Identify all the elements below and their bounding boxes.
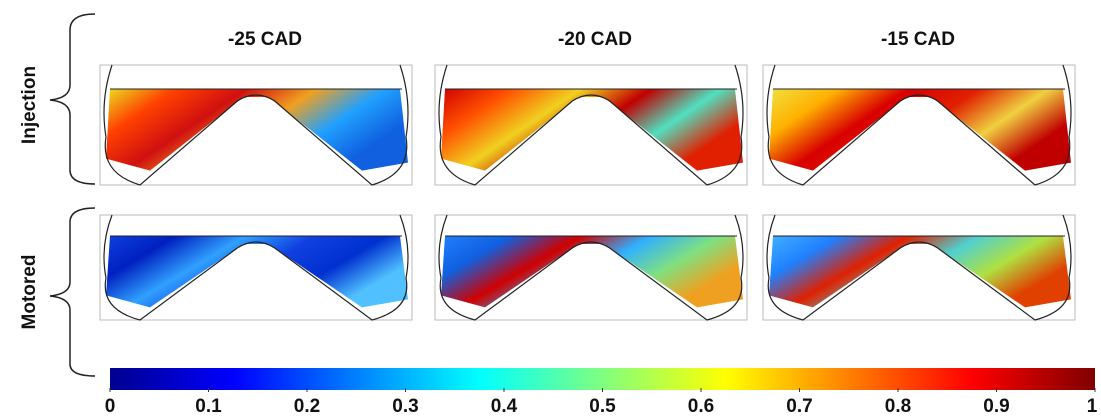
row-label: Motored — [19, 255, 40, 330]
colorbar-tick-label: 0.4 — [491, 396, 518, 417]
panel-frame — [99, 64, 413, 186]
bowl-outline — [103, 214, 409, 321]
colorbar-tick-label: 0.6 — [688, 396, 714, 417]
field — [441, 236, 743, 308]
colorbar-tick-label: 0.2 — [294, 396, 320, 417]
column-title: -20 CAD — [558, 29, 632, 50]
panel — [762, 64, 1076, 186]
row-label: Injection — [19, 66, 40, 144]
panel-frame — [99, 214, 413, 321]
panel — [434, 64, 748, 186]
colorbar-tick-label: 0.3 — [392, 396, 418, 417]
panel-frame — [762, 64, 1076, 186]
field — [769, 236, 1071, 308]
panel-frame — [434, 64, 748, 186]
colorbar-tick-label: 0.5 — [589, 396, 616, 417]
panel — [99, 214, 413, 321]
bowl-outline — [438, 64, 744, 186]
bowl-outline — [766, 64, 1072, 186]
brace — [49, 13, 96, 185]
column-title: -25 CAD — [228, 29, 302, 50]
colorbar-tick-label: 0 — [105, 396, 116, 417]
panel-frame — [434, 214, 748, 321]
panel — [99, 64, 413, 186]
colorbar-tick-label: 1 — [1087, 396, 1098, 417]
panel — [762, 214, 1076, 321]
field — [106, 89, 408, 171]
column-title: -15 CAD — [881, 29, 955, 50]
panel — [434, 214, 748, 321]
panel-frame — [762, 214, 1076, 321]
bowl-outline — [438, 214, 744, 321]
colorbar-tick-label: 0.1 — [195, 396, 222, 417]
bowl-outline — [103, 64, 409, 186]
bowl-outline — [766, 214, 1072, 321]
colorbar-tick-label: 0.8 — [885, 396, 911, 417]
field — [106, 236, 408, 308]
field — [769, 89, 1071, 171]
colorbar-tick-label: 0.7 — [786, 396, 812, 417]
colorbar — [110, 368, 1095, 390]
field — [441, 89, 743, 171]
brace — [49, 207, 96, 377]
colorbar-tick-label: 0.9 — [983, 396, 1009, 417]
